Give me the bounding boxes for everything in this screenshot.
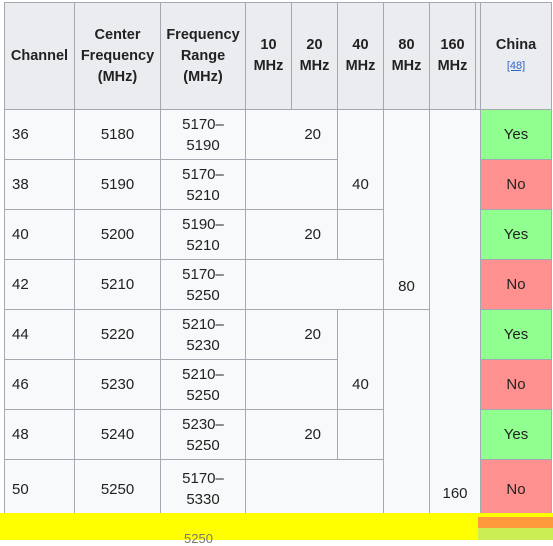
- cell-frequency-range: 5210– 5250: [160, 359, 246, 410]
- cell-160mhz: 160: [429, 109, 481, 519]
- cell-channel: 48: [4, 409, 75, 460]
- cell-empty: [337, 409, 384, 460]
- cell-empty: [337, 209, 384, 260]
- cell-center-frequency: 5230: [74, 359, 161, 410]
- cell-empty: [245, 159, 338, 210]
- header-40mhz[interactable]: 40 MHz: [337, 2, 384, 110]
- cell-center-frequency: 5190: [74, 159, 161, 210]
- header-channel[interactable]: Channel: [4, 2, 75, 110]
- header-china[interactable]: China [48]: [480, 2, 552, 110]
- cell-frequency-range: 5230– 5250: [160, 409, 246, 460]
- header-row: Channel Center Frequency (MHz) Frequency…: [4, 2, 552, 110]
- cell-center-frequency: 5210: [74, 259, 161, 310]
- cell-empty: [383, 309, 430, 519]
- cell-empty: [245, 259, 384, 310]
- table-row: 42 5210 5170– 5250 No: [4, 259, 552, 310]
- cell-frequency-range: 5190– 5210: [160, 209, 246, 260]
- table-row: 40 5200 5190– 5210 20 Yes: [4, 209, 552, 260]
- cell-frequency-range: 5170– 5250: [160, 259, 246, 310]
- cell-channel: 42: [4, 259, 75, 310]
- header-20mhz[interactable]: 20 MHz: [291, 2, 338, 110]
- table-row: 36 5180 5170– 5190 20 40 80 160 Yes: [4, 109, 552, 519]
- cell-center-frequency: 5200: [74, 209, 161, 260]
- reference-link[interactable]: [48]: [506, 60, 526, 72]
- cell-40mhz: 40: [337, 309, 384, 410]
- highlight-green-strip: [478, 528, 553, 540]
- partial-row-range: 5250: [184, 531, 213, 546]
- cell-center-frequency: 5220: [74, 309, 161, 360]
- cell-channel: 44: [4, 309, 75, 360]
- cell-20mhz: 20: [245, 409, 338, 460]
- cell-channel: 36: [4, 109, 75, 160]
- cell-china-status: Yes: [480, 209, 552, 260]
- selection-highlight: 5250: [0, 513, 553, 546]
- header-160mhz[interactable]: 160 MHz: [429, 2, 476, 110]
- cell-frequency-range: 5170– 5190: [160, 109, 246, 160]
- channel-table: Channel Center Frequency (MHz) Frequency…: [4, 2, 552, 519]
- cell-china-status: No: [480, 159, 552, 210]
- header-80mhz[interactable]: 80 MHz: [383, 2, 430, 110]
- cell-empty: [245, 459, 384, 519]
- cell-20mhz: 20: [245, 209, 338, 260]
- table-row: 44 5220 5210– 5230 20 40 Yes: [4, 309, 552, 519]
- cell-center-frequency: 5180: [74, 109, 161, 160]
- table-row: 50 5250 5170– 5330 No: [4, 459, 552, 519]
- cell-center-frequency: 5250: [74, 459, 161, 519]
- highlight-orange-strip: [478, 517, 553, 528]
- cell-40mhz: 40: [337, 109, 384, 210]
- cell-frequency-range: 5210– 5230: [160, 309, 246, 360]
- cell-china-status: Yes: [480, 309, 552, 360]
- cell-channel: 46: [4, 359, 75, 410]
- header-10mhz[interactable]: 10 MHz: [245, 2, 292, 110]
- cell-china-status: No: [480, 259, 552, 310]
- cell-channel: 38: [4, 159, 75, 210]
- cell-china-status: No: [480, 359, 552, 410]
- header-center-frequency[interactable]: Center Frequency (MHz): [74, 2, 161, 110]
- table-row: 38 5190 5170– 5210 No: [4, 159, 552, 210]
- table-row: 48 5240 5230– 5250 20 Yes: [4, 409, 552, 460]
- cell-channel: 50: [4, 459, 75, 519]
- cell-china-status: Yes: [480, 109, 552, 160]
- cell-20mhz: 20: [245, 309, 338, 360]
- cell-20mhz: 20: [245, 109, 338, 160]
- cell-frequency-range: 5170– 5330: [160, 459, 246, 519]
- cell-china-status: No: [480, 459, 552, 519]
- cell-channel: 40: [4, 209, 75, 260]
- cell-80mhz: 80: [383, 109, 430, 310]
- cell-center-frequency: 5240: [74, 409, 161, 460]
- header-frequency-range[interactable]: Frequency Range (MHz): [160, 2, 246, 110]
- cell-empty: [245, 359, 338, 410]
- table-row: 46 5230 5210– 5250 No: [4, 359, 552, 410]
- cell-frequency-range: 5170– 5210: [160, 159, 246, 210]
- cell-china-status: Yes: [480, 409, 552, 460]
